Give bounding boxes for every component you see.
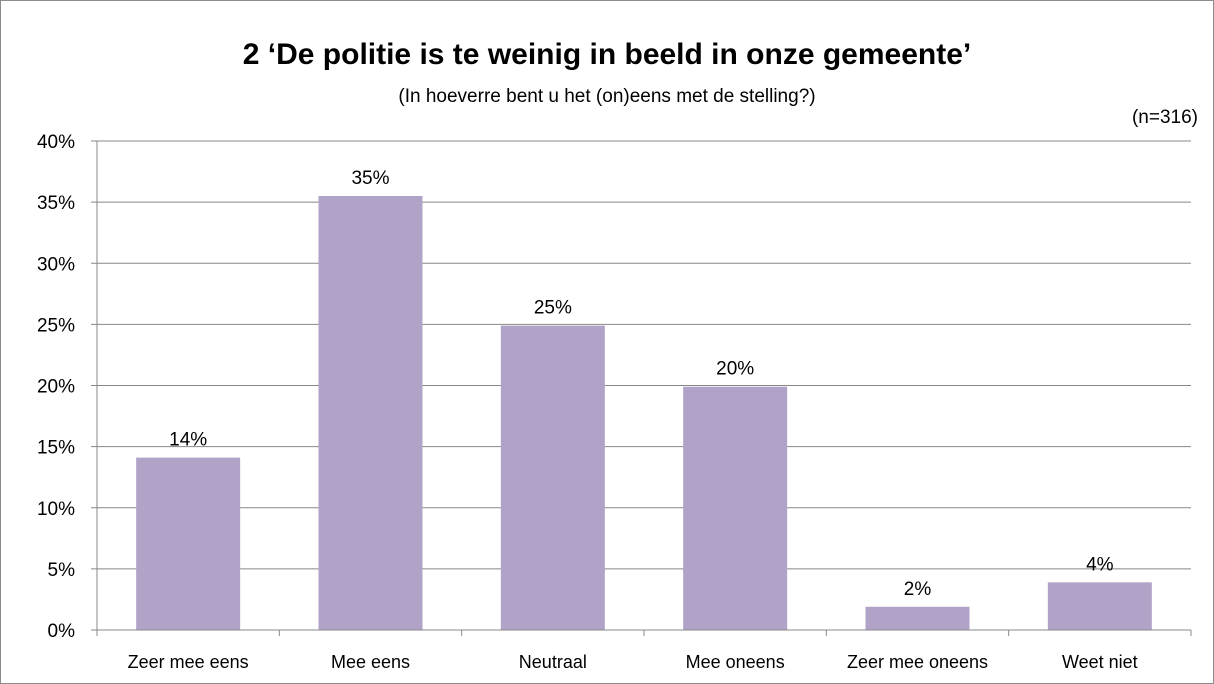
y-tick-label: 40% <box>37 132 75 153</box>
category-label: Zeer mee eens <box>128 652 249 672</box>
x-axis-categories: Zeer mee eens Mee eens Neutraal Mee oneens Z… <box>128 652 1138 672</box>
bar <box>500 325 605 630</box>
data-label: 25% <box>534 298 572 319</box>
data-labels: 14% 35% 25% 20% 2% 4% <box>169 168 1114 600</box>
data-label: 14% <box>169 430 207 451</box>
category-label: Neutraal <box>519 652 587 672</box>
y-tick-label: 5% <box>48 560 76 581</box>
x-axis <box>91 141 1192 636</box>
y-tick-label: 20% <box>37 377 75 398</box>
category-label: Mee eens <box>331 652 410 672</box>
chart-subtitle: (In hoeverre bent u het (on)eens met de … <box>398 86 815 107</box>
y-tick-label: 15% <box>37 438 75 459</box>
bar <box>136 457 241 630</box>
data-label: 20% <box>716 359 754 380</box>
category-label: Zeer mee oneens <box>847 652 988 672</box>
y-tick-label: 10% <box>37 499 75 520</box>
y-tick-label: 30% <box>37 254 75 275</box>
bar <box>865 606 970 630</box>
y-tick-label: 25% <box>37 315 75 336</box>
data-label: 2% <box>904 579 932 600</box>
y-tick-label: 0% <box>48 621 76 642</box>
bars <box>136 196 1152 630</box>
chart-title: 2 ‘De politie is te weinig in beeld in o… <box>243 38 971 71</box>
bar <box>683 386 788 630</box>
data-label: 4% <box>1086 554 1114 575</box>
category-label: Weet niet <box>1062 652 1138 672</box>
y-axis-ticks: 0% 5% 10% 15% 20% 25% 30% 35% 40% <box>37 132 75 642</box>
bar <box>1047 582 1152 630</box>
bar <box>318 196 423 630</box>
y-tick-label: 35% <box>37 193 75 214</box>
gridlines <box>91 140 1191 570</box>
sample-size-note: (n=316) <box>1132 107 1198 128</box>
category-label: Mee oneens <box>686 652 785 672</box>
data-label: 35% <box>351 168 389 189</box>
